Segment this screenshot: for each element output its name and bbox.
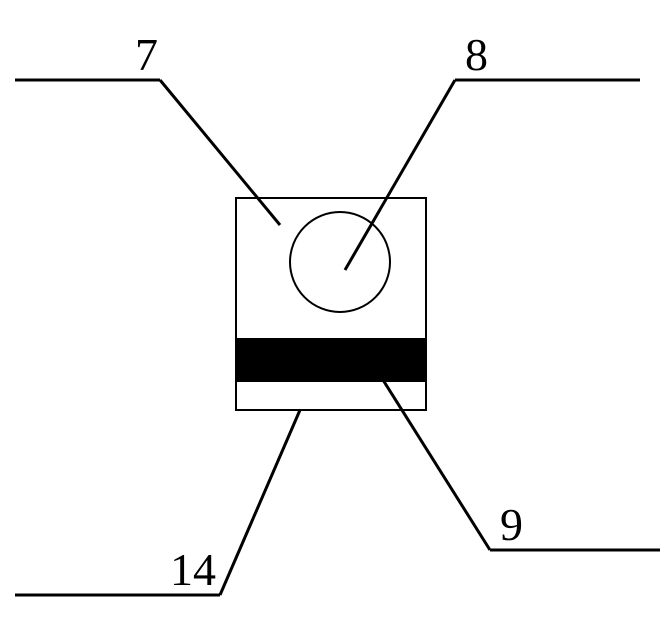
leader-9 bbox=[378, 372, 490, 550]
technical-diagram: 7 8 9 14 bbox=[0, 0, 668, 622]
callout-7: 7 bbox=[15, 29, 280, 225]
part-band bbox=[236, 338, 426, 382]
callout-9: 9 bbox=[378, 372, 660, 550]
label-7: 7 bbox=[135, 29, 158, 80]
label-9: 9 bbox=[500, 499, 523, 550]
leader-7 bbox=[160, 80, 280, 225]
label-14: 14 bbox=[170, 544, 216, 595]
callout-8: 8 bbox=[345, 29, 640, 270]
callout-14: 14 bbox=[15, 410, 300, 595]
leader-8 bbox=[345, 80, 455, 270]
label-8: 8 bbox=[465, 29, 488, 80]
leader-14 bbox=[220, 410, 300, 595]
part-hole bbox=[290, 212, 390, 312]
